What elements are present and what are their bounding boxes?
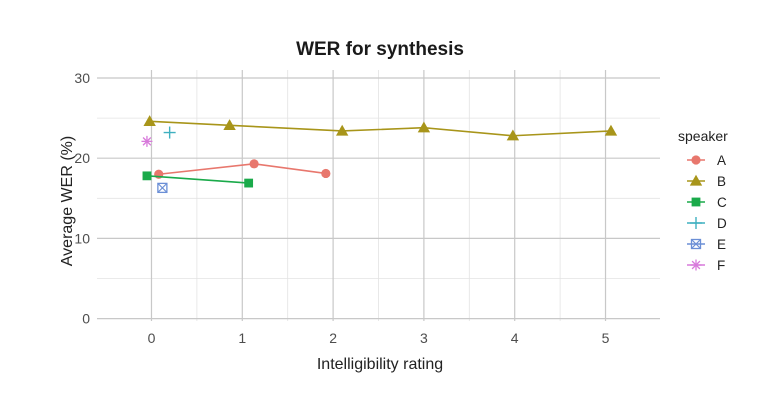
series-b-point [223, 119, 236, 130]
series-c-point [142, 171, 152, 181]
axes: 0 1 2 3 4 5 0 10 20 30 [74, 70, 609, 346]
legend-key-marker-b [689, 174, 703, 186]
legend-item-f: F [687, 258, 725, 273]
y-tick-label: 10 [74, 230, 90, 246]
x-tick-label: 5 [602, 330, 610, 346]
legend-label-d: D [717, 216, 727, 231]
legend-item-d: D [687, 216, 727, 231]
series-b-point [335, 124, 349, 136]
x-tick-label: 1 [238, 330, 246, 346]
series-b-point [506, 129, 520, 141]
series-b-point [604, 124, 618, 136]
legend-title: speaker [678, 128, 728, 144]
series-b-point [143, 115, 156, 126]
legend-key-marker-d [690, 217, 702, 229]
series-a-point [249, 159, 259, 169]
series-a-point [321, 168, 331, 179]
x-tick-label: 0 [148, 330, 156, 346]
chart-title: WER for synthesis [296, 39, 464, 60]
legend-label-b: B [717, 174, 726, 189]
series-b-line [149, 120, 612, 137]
series-d-point [163, 126, 176, 139]
legend-key-marker-f [690, 259, 702, 271]
legend-label-c: C [717, 195, 727, 210]
series-b-point [417, 121, 431, 133]
series-c-point [244, 178, 254, 188]
series-c-line [146, 175, 249, 184]
x-tick-label: 4 [511, 330, 519, 346]
legend-item-c: C [687, 195, 727, 210]
legend-key-marker-c [691, 197, 701, 207]
legend-item-a: A [687, 153, 726, 168]
y-tick-label: 0 [82, 311, 90, 327]
legend-label-e: E [717, 237, 726, 252]
x-tick-label: 3 [420, 330, 428, 346]
x-axis-title: Intelligibility rating [317, 356, 443, 373]
legend-label-a: A [717, 153, 726, 168]
y-tick-label: 30 [74, 70, 90, 86]
series-layer [141, 115, 618, 194]
grid [97, 70, 660, 321]
series-e-point [157, 182, 168, 194]
y-tick-label: 20 [74, 150, 90, 166]
x-tick-label: 2 [329, 330, 337, 346]
series-f-point [141, 135, 153, 147]
legend-item-e: E [687, 237, 726, 252]
legend-key-marker-a [691, 155, 701, 165]
legend-label-f: F [717, 258, 725, 273]
legend-item-b: B [687, 174, 726, 189]
y-axis-title: Average WER (%) [59, 136, 76, 266]
legend-key-marker-e [690, 238, 702, 250]
